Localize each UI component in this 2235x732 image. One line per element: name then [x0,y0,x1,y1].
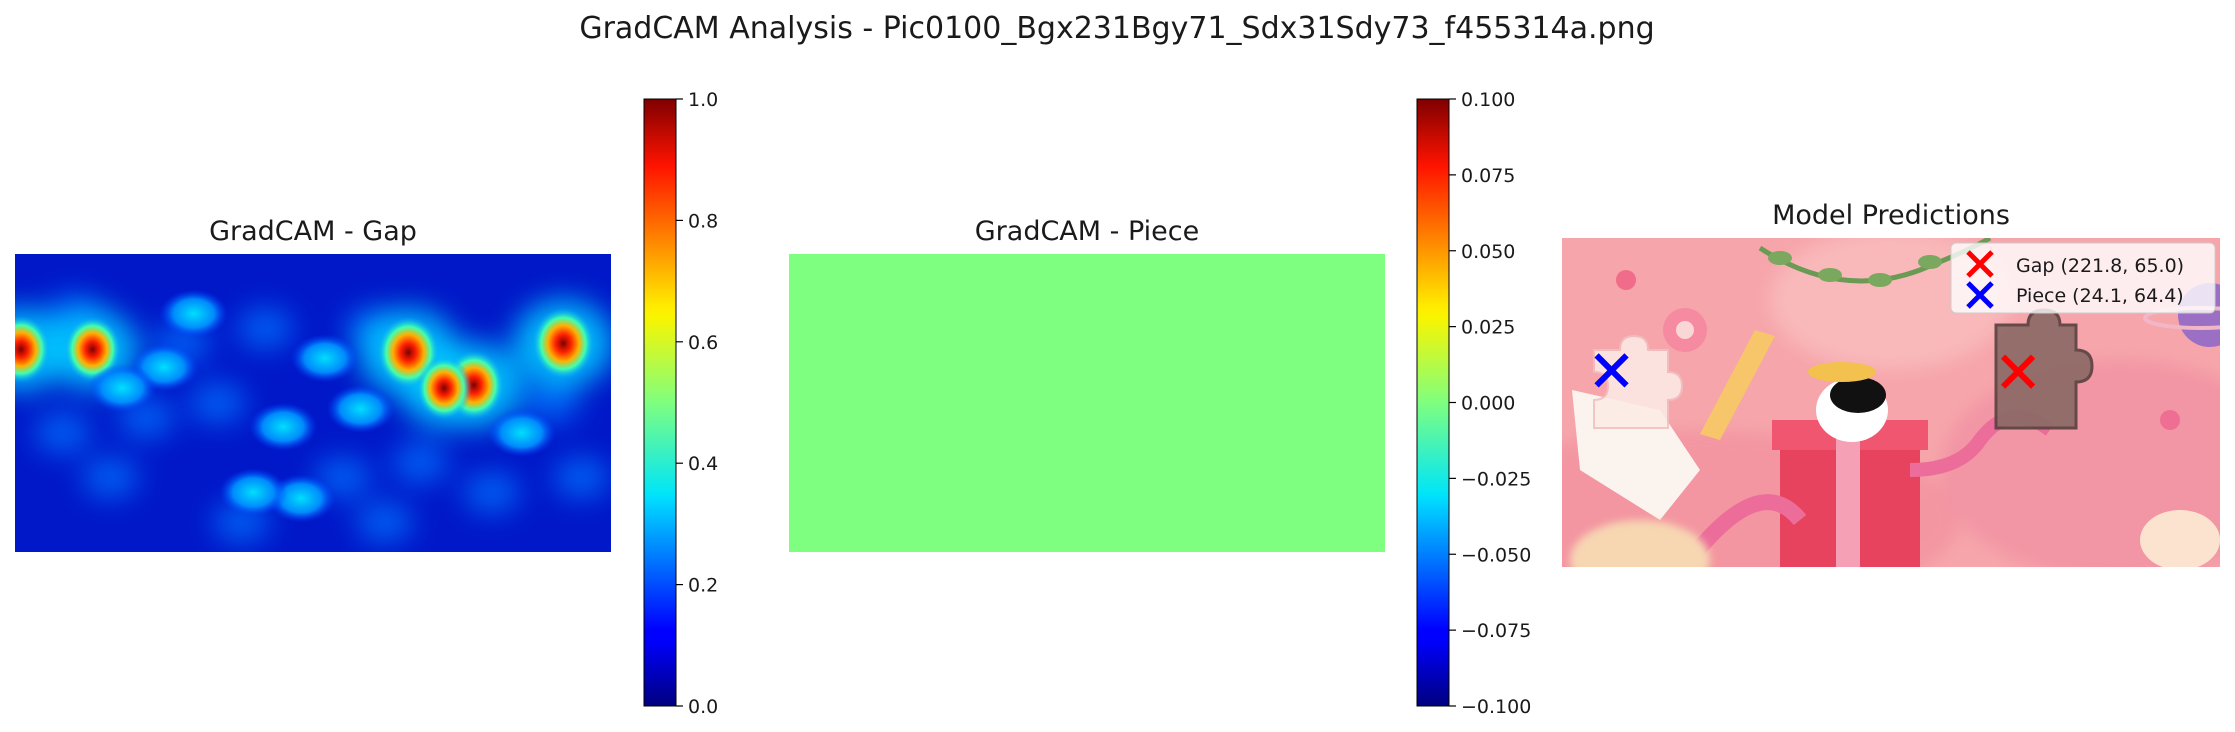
panel-gap-title: GradCAM - Gap [209,216,417,247]
gap-hotspot [290,334,359,383]
legend-gap-label: Gap (221.8, 65.0) [2016,255,2184,277]
colorbar-gap: 0.0 0.2 0.4 0.6 0.8 1.0 [643,89,718,718]
gap-hotspot [416,356,472,420]
colorbar-gap-tick-label: 0.8 [688,210,718,232]
colorbar-gap-tick-label: 0.4 [688,453,718,475]
colorbar-gap-tick-label: 0.0 [688,696,718,718]
gap-hotspot [219,468,288,517]
panel-predictions-title: Model Predictions [1772,200,2010,231]
panel-predictions: Model Predictions [1562,200,2220,567]
predictions-legend: Gap (221.8, 65.0) Piece (24.1, 64.4) [1950,242,2216,314]
colorbar-piece: −0.100 −0.075 −0.050 −0.025 0.000 0.025 0.050 0… [1416,89,1531,718]
legend-piece-label: Piece (24.1, 64.4) [2016,285,2184,307]
panel-piece: GradCAM - Piece [789,216,1385,552]
piece-heatmap [789,254,1385,552]
gap-hotspot [64,316,121,383]
colorbar-gap-tick-label: 0.2 [688,575,718,597]
colorbar-piece-tick-label: 0.000 [1461,393,1515,415]
colorbar-gap-tick-label: 0.6 [688,332,718,354]
colorbar-piece-tick-label: 0.050 [1461,241,1515,263]
colorbar-piece-tick-label: −0.050 [1461,544,1531,566]
legend-piece-marker-icon [1966,281,1994,309]
gap-prediction-marker [2000,354,2036,389]
gap-hotspot [249,402,318,451]
colorbar-piece-tick-label: 0.100 [1461,89,1515,111]
piece-prediction-marker [1594,353,1629,388]
colorbar-piece-tick-label: −0.025 [1461,468,1531,490]
gap-hotspot [159,289,228,338]
gap-hotspot [88,364,157,413]
legend-gap-marker-icon [1966,250,1994,278]
panel-piece-title: GradCAM - Piece [975,216,1200,247]
gap-hotspot [15,315,51,384]
gap-hotspot [532,307,595,380]
gap-hotspot [326,384,395,433]
figure-title: GradCAM Analysis - Pic0100_Bgx231Bgy71_S… [579,11,1654,46]
colorbar-piece-tick-label: 0.075 [1461,165,1515,187]
gap-hotspot [487,408,556,457]
colorbar-piece-tick-label: −0.100 [1461,696,1531,718]
gap-heatmap [15,254,611,552]
colorbar-piece-tick-label: −0.075 [1461,620,1531,642]
colorbar-gap-tick-label: 1.0 [688,89,718,111]
panel-gap: GradCAM - Gap [15,216,611,552]
colorbar-piece-tick-label: 0.025 [1461,317,1515,339]
